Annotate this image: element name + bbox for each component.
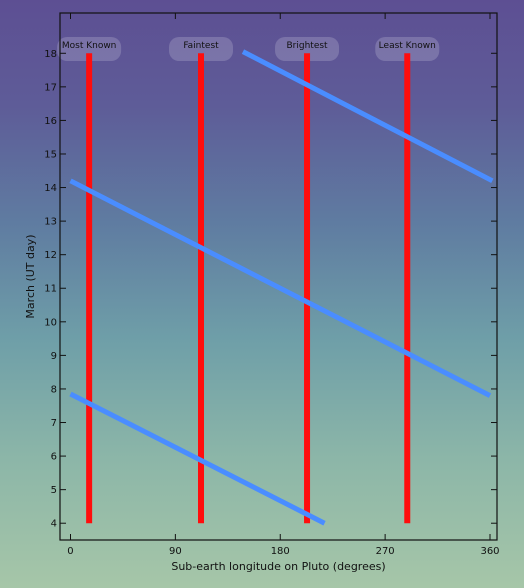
data-series [69,49,494,526]
series-line-1 [69,178,492,398]
y-tick-label: 16 [44,116,57,127]
x-tick-label: 270 [376,546,395,557]
reference-label-0: Most Known [62,41,117,51]
y-tick-label: 10 [44,317,57,328]
y-tick-label: 17 [44,82,57,93]
reference-label-glow [57,37,122,61]
reference-label-glow [375,37,440,61]
x-axis-label: Sub-earth longitude on Pluto (degrees) [171,560,385,573]
y-tick-label: 14 [44,183,57,194]
y-tick-label: 7 [51,418,57,429]
x-tick-label: 0 [67,546,73,557]
y-tick-label: 8 [51,384,57,395]
reference-label-glow [275,37,340,61]
y-tick-label: 9 [51,351,57,362]
y-tick-label: 18 [44,49,57,60]
x-tick-label: 180 [271,546,290,557]
y-tick-label: 5 [51,485,57,496]
series-line-2 [241,49,494,184]
x-tick-label: 360 [480,546,499,557]
y-tick-label: 4 [51,519,57,530]
axis-ticks: 0 90 180 270 360 4 5 6 7 8 9 10 11 12 13 14 15 16 17 18 [44,13,500,557]
y-axis-label: March (UT day) [24,234,37,318]
plot-frame [59,12,498,541]
y-tick-label: 11 [44,284,57,295]
reference-label-3: Least Known [379,41,436,51]
reference-label-glow [169,37,234,61]
y-tick-label: 6 [51,452,57,463]
reference-lines: Most Known Faintest Brightest Least Known [57,37,440,524]
series-line-0 [69,391,326,526]
y-tick-label: 13 [44,217,57,228]
y-tick-label: 15 [44,149,57,160]
y-tick-label: 12 [44,250,57,261]
reference-label-1: Faintest [183,41,219,51]
reference-label-2: Brightest [287,41,329,51]
x-tick-label: 90 [169,546,182,557]
